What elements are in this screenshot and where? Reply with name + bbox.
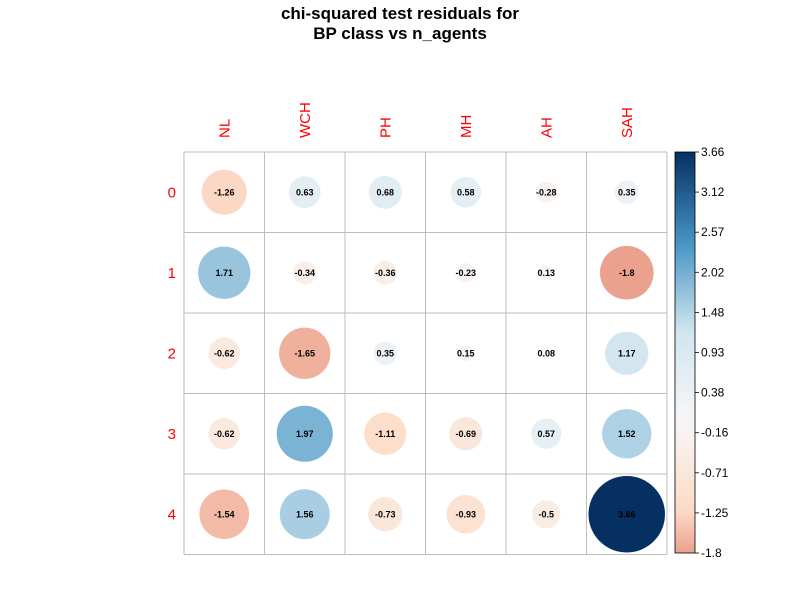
residual-circle: [446, 494, 486, 534]
residual-circle: [201, 169, 247, 215]
residual-circle: [199, 489, 250, 540]
residual-value-label: 0.15: [457, 348, 475, 358]
residual-circle: [364, 412, 407, 455]
residual-value-label: -0.28: [536, 187, 557, 197]
residual-value-label: 1.56: [296, 509, 314, 519]
colorbar-tick-label: -0.16: [701, 426, 729, 440]
column-label: MH: [458, 115, 475, 138]
column-label: SAH: [619, 107, 636, 138]
residual-circle: [373, 341, 398, 366]
residual-circle: [540, 347, 552, 359]
colorbar-tick-label: 3.66: [701, 145, 725, 159]
residual-circle: [279, 327, 331, 379]
row-label: 4: [168, 506, 176, 523]
residual-value-label: -1.54: [214, 509, 235, 519]
residual-value-label: 0.68: [376, 187, 394, 197]
residual-circle: [602, 409, 652, 459]
residual-value-label: 1.17: [618, 348, 636, 358]
residual-circle: [368, 497, 403, 532]
colorbar-tick-label: 3.12: [701, 185, 725, 199]
row-label: 3: [168, 426, 176, 443]
column-label: NL: [216, 119, 233, 138]
residual-circle: [279, 489, 330, 540]
residual-value-label: 0.57: [537, 429, 555, 439]
residual-value-label: -0.73: [375, 509, 396, 519]
residual-value-label: -0.93: [455, 509, 476, 519]
colorbar-tick-label: -0.71: [701, 466, 729, 480]
colorbar-tick-label: 0.38: [701, 386, 725, 400]
column-label: AH: [538, 117, 555, 138]
residual-circle: [456, 263, 476, 283]
residual-value-label: -0.34: [294, 268, 315, 278]
residual-circle: [368, 175, 402, 209]
residual-circle: [588, 476, 665, 553]
residual-value-label: -1.26: [214, 187, 235, 197]
residual-circle: [599, 245, 654, 300]
residual-circle: [539, 265, 554, 280]
colorbar-tick-label: 1.48: [701, 305, 725, 319]
residual-circle: [450, 177, 481, 208]
residual-value-label: -1.65: [294, 348, 315, 358]
row-label: 2: [168, 345, 176, 362]
residual-value-label: -0.69: [455, 429, 476, 439]
row-label: 1: [168, 265, 176, 282]
residual-circle: [208, 337, 240, 369]
colorbar-tick-label: 0.93: [701, 346, 725, 360]
residual-circle: [532, 500, 561, 529]
residual-circle: [449, 417, 483, 451]
column-label: PH: [377, 117, 394, 138]
column-label: WCH: [297, 102, 314, 138]
chart-title-line-1: chi-squared test residuals for: [280, 4, 520, 23]
residual-value-label: -0.62: [214, 429, 235, 439]
residual-circle: [614, 180, 639, 205]
residual-circle: [605, 331, 649, 375]
residual-circle: [293, 261, 317, 285]
residual-value-label: 1.97: [296, 429, 314, 439]
residual-circle: [373, 260, 398, 285]
residual-circle: [535, 181, 557, 203]
residual-value-label: 1.52: [618, 429, 636, 439]
residual-value-label: -0.23: [455, 268, 476, 278]
residual-value-label: 0.13: [537, 268, 555, 278]
residual-value-label: 3.66: [618, 509, 636, 519]
residual-circle: [288, 176, 321, 209]
residual-value-label: -1.8: [619, 268, 635, 278]
colorbar-tick-label: -1.25: [701, 506, 729, 520]
colorbar-tick-label: 2.02: [701, 265, 725, 279]
residual-value-label: -0.36: [375, 268, 396, 278]
residual-circle: [458, 345, 474, 361]
chart-title-line-2: BP class vs n_agents: [313, 24, 487, 43]
residual-circle: [276, 405, 333, 462]
residual-value-label: 1.71: [215, 268, 233, 278]
residual-value-label: -0.62: [214, 348, 235, 358]
row-label: 0: [168, 184, 176, 201]
colorbar: [674, 151, 696, 554]
residual-value-label: 0.35: [618, 187, 636, 197]
residual-value-label: 0.35: [376, 348, 394, 358]
residual-value-label: 0.08: [537, 348, 555, 358]
residual-value-label: 0.58: [457, 187, 475, 197]
residual-value-label: -1.11: [375, 429, 395, 439]
residual-value-label: 0.63: [296, 187, 314, 197]
colorbar-tick-label: 2.57: [701, 225, 725, 239]
residual-circle: [208, 418, 240, 450]
residual-circle: [531, 418, 562, 449]
residual-circle: [198, 246, 251, 299]
residual-value-label: -0.5: [538, 509, 554, 519]
colorbar-tick-label: -1.8: [701, 546, 722, 560]
